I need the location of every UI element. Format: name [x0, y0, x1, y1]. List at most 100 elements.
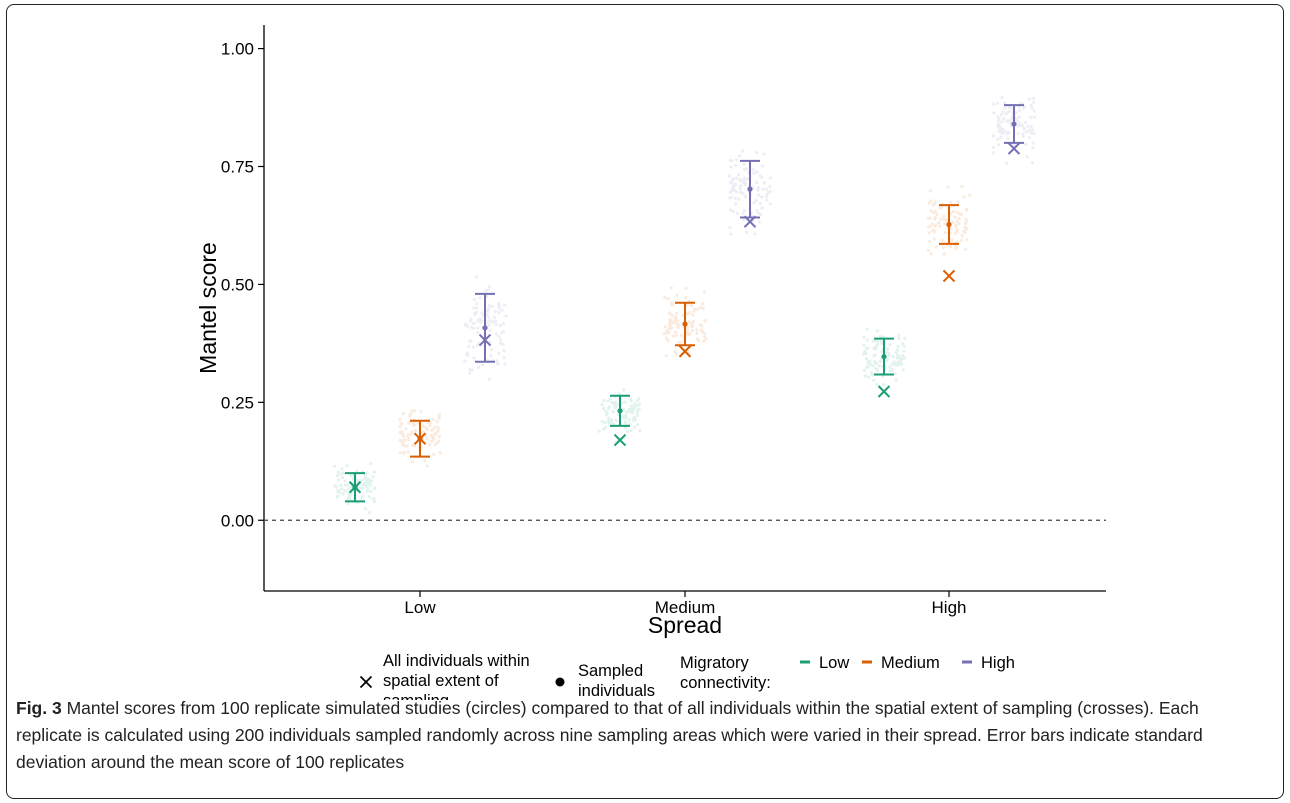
legend-color-title: Migratory — [680, 654, 750, 672]
replicate-point — [744, 167, 748, 171]
cross-stroke — [613, 433, 627, 447]
replicate-point — [760, 175, 764, 179]
replicate-point — [876, 339, 880, 343]
replicate-point — [762, 152, 766, 156]
replicate-point — [953, 232, 957, 236]
replicate-point — [728, 226, 732, 230]
replicate-point — [897, 333, 901, 337]
replicate-point — [931, 210, 936, 215]
replicate-point — [638, 428, 642, 433]
replicate-point — [501, 329, 506, 333]
replicate-point — [871, 378, 876, 382]
replicate-point — [873, 339, 877, 343]
replicate-point — [631, 416, 636, 421]
replicate-point — [868, 359, 872, 363]
replicate-point — [997, 125, 1001, 129]
replicate-point — [628, 408, 632, 412]
replicate-point — [343, 483, 347, 487]
replicate-point — [502, 348, 506, 353]
replicate-point — [1017, 109, 1021, 113]
replicate-point — [359, 486, 363, 490]
replicate-point — [867, 375, 871, 379]
replicate-point — [629, 428, 633, 433]
replicate-point — [691, 321, 695, 325]
replicate-point — [1007, 130, 1011, 134]
replicate-point — [1007, 118, 1011, 122]
replicate-point — [623, 420, 628, 424]
replicate-point — [991, 151, 995, 155]
replicate-point — [765, 198, 769, 202]
y-tick-label-3: 0.75 — [221, 158, 254, 177]
replicate-point — [930, 222, 934, 226]
replicate-point — [490, 304, 495, 308]
replicate-point — [480, 311, 484, 315]
replicate-point — [635, 413, 640, 418]
replicate-point — [497, 310, 501, 315]
replicate-point — [472, 326, 476, 331]
replicate-point — [898, 356, 902, 360]
replicate-point — [408, 421, 412, 425]
replicate-point — [365, 479, 369, 483]
replicate-point — [471, 321, 475, 325]
replicate-point — [690, 322, 694, 327]
replicate-point — [612, 402, 616, 406]
replicate-point — [407, 438, 411, 442]
replicate-point — [673, 315, 677, 319]
replicate-point — [403, 444, 408, 448]
replicate-point — [935, 212, 939, 217]
replicate-point — [432, 437, 436, 441]
replicate-point — [674, 333, 678, 338]
replicate-point — [340, 467, 344, 471]
replicate-point — [996, 143, 1001, 147]
replicate-point — [964, 220, 968, 224]
replicate-point — [968, 193, 972, 197]
replicate-point — [627, 407, 632, 411]
replicate-point — [498, 323, 503, 328]
replicate-point — [337, 478, 341, 482]
replicate-point — [740, 149, 744, 153]
replicate-point — [739, 179, 744, 183]
replicate-point — [890, 367, 894, 371]
replicate-point — [479, 319, 484, 323]
replicate-point — [874, 344, 878, 348]
replicate-point — [690, 329, 694, 333]
replicate-point — [609, 421, 614, 425]
replicate-point — [665, 337, 669, 341]
replicate-point — [421, 424, 425, 428]
replicate-point — [419, 409, 423, 413]
replicate-point — [864, 357, 869, 361]
replicate-point — [670, 326, 674, 330]
replicate-point — [939, 217, 943, 221]
replicate-point — [1005, 130, 1009, 134]
replicate-point — [996, 124, 1000, 128]
replicate-point — [667, 330, 671, 335]
replicate-point — [487, 377, 491, 382]
replicate-point — [371, 475, 375, 479]
replicate-cloud-medium-medium — [662, 286, 708, 358]
replicate-point — [371, 497, 375, 501]
replicate-point — [424, 426, 428, 430]
replicate-point — [372, 497, 376, 501]
replicate-point — [435, 430, 439, 434]
replicate-point — [676, 323, 681, 327]
replicate-point — [949, 244, 953, 249]
replicate-point — [431, 435, 435, 439]
replicate-point — [760, 195, 764, 199]
x-tick-label-low: Low — [404, 598, 436, 617]
replicate-point — [699, 305, 703, 310]
replicate-point — [733, 182, 738, 186]
replicate-point — [1005, 131, 1010, 136]
replicate-point — [424, 434, 428, 438]
replicate-point — [941, 214, 946, 218]
replicate-point — [1032, 109, 1036, 113]
replicate-point — [698, 323, 702, 327]
replicate-point — [491, 320, 495, 324]
replicate-point — [695, 307, 700, 311]
replicate-point — [996, 137, 1000, 142]
replicate-point — [336, 470, 341, 474]
replicate-point — [624, 410, 628, 414]
replicate-point — [604, 410, 608, 414]
replicate-point — [731, 188, 735, 192]
replicate-point — [695, 331, 699, 335]
replicate-point — [638, 402, 642, 406]
